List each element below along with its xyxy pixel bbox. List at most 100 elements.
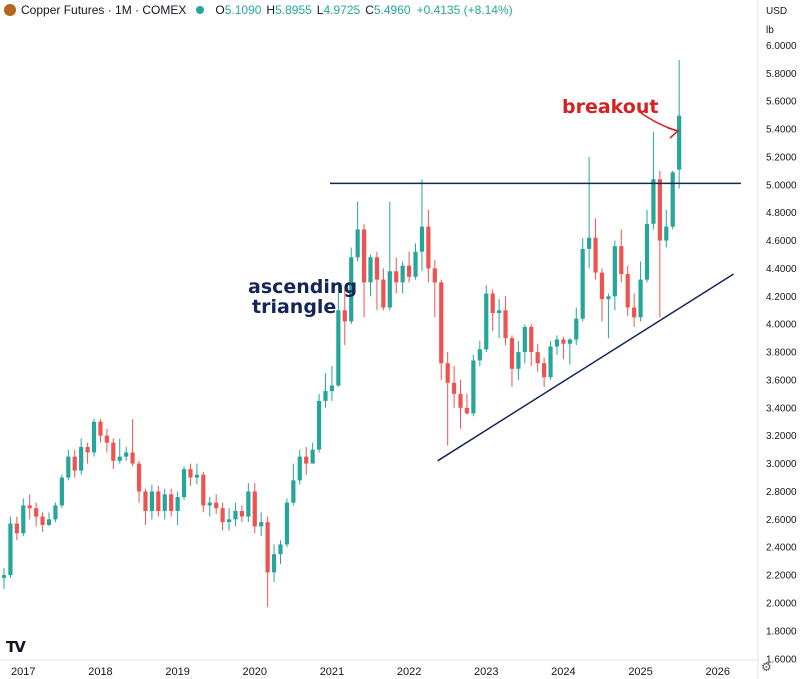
candle-body xyxy=(625,274,630,308)
y-tick-label: 2.0000 xyxy=(766,599,797,610)
candle-body xyxy=(117,456,122,461)
x-tick-label: 2022 xyxy=(397,666,421,678)
candle-body xyxy=(91,421,97,453)
candle-body xyxy=(46,519,52,525)
candle-body xyxy=(355,229,360,258)
candle-body xyxy=(130,452,135,464)
candle-body xyxy=(79,446,84,471)
candle-body xyxy=(587,237,592,249)
x-tick-label: 2019 xyxy=(165,666,189,678)
candle-body xyxy=(574,318,579,340)
y-tick-label: 2.2000 xyxy=(766,571,797,582)
market-status-icon xyxy=(196,6,205,14)
candle-body xyxy=(580,248,585,319)
candle-body xyxy=(464,407,470,414)
y-tick-label: 2.4000 xyxy=(766,543,797,554)
y-tick-label: 5.6000 xyxy=(766,97,797,108)
x-tick-label: 2026 xyxy=(705,666,729,678)
candle-body xyxy=(632,307,637,318)
currency-label[interactable]: USD xyxy=(766,6,787,17)
candle-body xyxy=(239,510,245,517)
candle-body xyxy=(406,265,412,277)
candle-body xyxy=(98,421,103,436)
candle-body xyxy=(445,363,450,383)
candle-body xyxy=(509,338,515,369)
tradingview-logo-icon[interactable]: TV xyxy=(6,638,26,656)
candle-body xyxy=(644,223,650,280)
candle-body xyxy=(278,544,283,555)
y-tick-label: 4.8000 xyxy=(766,208,797,219)
candle-body xyxy=(310,449,315,464)
candle-body xyxy=(291,480,296,503)
candle-body xyxy=(361,229,367,283)
y-tick-label: 5.0000 xyxy=(766,180,797,191)
triangle-label: triangle xyxy=(252,296,336,318)
candle-body xyxy=(149,491,154,511)
candle-body xyxy=(156,491,161,511)
symbol-title[interactable]: Copper Futures · 1M · COMEX xyxy=(21,3,187,17)
y-tick-label: 3.4000 xyxy=(766,403,797,414)
candle-body xyxy=(471,360,476,414)
candle-body xyxy=(271,554,277,573)
candle-body xyxy=(490,293,495,314)
support-trendline[interactable] xyxy=(437,273,734,462)
price-axis[interactable]: 1.6000 1.8000 2.0000 2.2000 2.4000 2.6000 2.80… xyxy=(766,41,797,665)
candle-body xyxy=(439,282,444,364)
candle-body xyxy=(413,251,418,277)
y-tick-label: 5.8000 xyxy=(766,69,797,80)
time-axis[interactable]: 2017 2018 2019 2020 2021 2022 2023 2024 2025 2026 xyxy=(11,666,730,678)
candle-body xyxy=(452,382,457,394)
candle-body xyxy=(561,339,566,344)
candle-body xyxy=(497,310,502,314)
candle-body xyxy=(323,391,328,401)
y-tick-label: 1.6000 xyxy=(766,654,797,665)
candle-body xyxy=(432,268,437,283)
candle-body xyxy=(181,469,187,498)
candle-body xyxy=(612,246,617,297)
candle-body xyxy=(349,257,354,322)
candle-body xyxy=(503,310,508,339)
y-tick-label: 4.4000 xyxy=(766,264,797,275)
candle-body xyxy=(297,456,302,481)
open-label: O xyxy=(215,3,225,17)
candle-body xyxy=(111,442,116,461)
candle-body xyxy=(104,435,109,443)
x-tick-label: 2020 xyxy=(243,666,267,678)
candle-body xyxy=(252,491,257,527)
candle-body xyxy=(304,456,309,464)
gear-icon[interactable]: ⚙ xyxy=(761,660,772,674)
candle-body xyxy=(27,505,32,509)
candle-body xyxy=(284,502,290,545)
y-tick-label: 5.4000 xyxy=(766,125,797,136)
candle-body xyxy=(265,522,270,573)
candle-body xyxy=(21,505,26,534)
unit-label[interactable]: lb xyxy=(766,25,774,36)
candle-body xyxy=(529,326,534,353)
close-value: 5.4960 xyxy=(373,3,411,17)
low-label: L xyxy=(316,3,324,17)
candle-body xyxy=(664,226,669,241)
y-tick-label: 3.0000 xyxy=(766,459,797,470)
candle-body xyxy=(8,523,13,576)
candle-body xyxy=(169,494,174,511)
y-tick-label: 3.6000 xyxy=(766,375,797,386)
y-tick-label: 2.6000 xyxy=(766,515,797,526)
candle-body xyxy=(387,271,392,308)
candle-body xyxy=(535,352,540,364)
candle-body xyxy=(381,279,386,308)
candle-body xyxy=(214,502,219,509)
candle-body xyxy=(670,172,675,227)
candle-body xyxy=(259,522,264,527)
chart-header: Copper Futures · 1M · COMEX O 5.1090 H 5.8… xyxy=(0,0,740,20)
copper-logo-icon xyxy=(4,4,16,16)
candle-body xyxy=(484,293,489,350)
candle-body xyxy=(246,491,251,517)
candle-body xyxy=(85,446,90,453)
candle-body xyxy=(66,456,71,478)
candle-body xyxy=(638,279,643,318)
candle-body xyxy=(548,346,553,378)
breakout-arrow-icon xyxy=(640,112,680,139)
x-tick-label: 2023 xyxy=(474,666,498,678)
candle-body xyxy=(419,226,425,252)
